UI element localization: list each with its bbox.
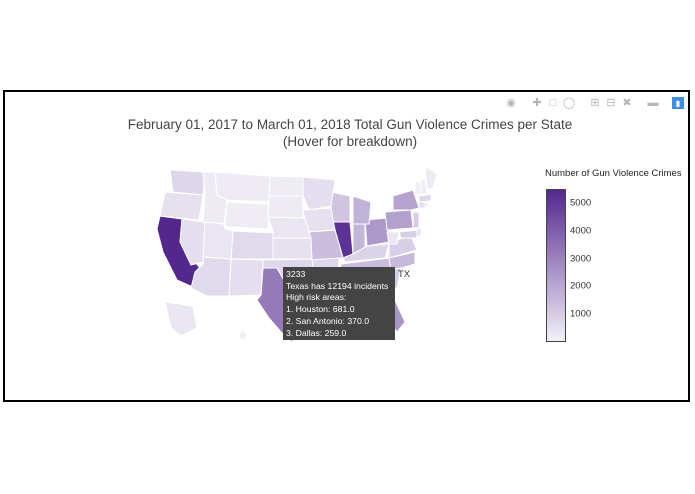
colorbar-tick-label: 5000: [570, 197, 592, 209]
tooltip-value: 3233: [286, 269, 306, 279]
hover-tooltip: 3233 Texas has 12194 incidents High risk…: [283, 267, 395, 340]
state-nm[interactable]: [228, 258, 264, 297]
camera-icon[interactable]: ◉: [506, 96, 516, 109]
state-wa[interactable]: [169, 169, 206, 196]
state-ma[interactable]: [418, 193, 432, 203]
state-mt[interactable]: [214, 171, 271, 203]
state-pa[interactable]: [384, 209, 414, 231]
state-co[interactable]: [230, 230, 274, 260]
plotly-logo-icon[interactable]: ▮: [672, 97, 684, 109]
zoom-in-icon[interactable]: ⊞: [590, 96, 600, 109]
state-wy[interactable]: [224, 201, 270, 230]
state-ny[interactable]: [392, 189, 420, 211]
state-or[interactable]: [159, 191, 204, 221]
state-ri[interactable]: [424, 201, 429, 208]
state-vt[interactable]: [414, 181, 422, 195]
pan-icon[interactable]: ✚: [532, 96, 542, 109]
tooltip-line: 3. Dallas: 259.0: [286, 327, 347, 338]
chart-subtitle: (Hover for breakdown): [282, 134, 418, 149]
lasso-icon[interactable]: ◯: [562, 96, 576, 109]
tooltip-line: High risk areas:: [286, 292, 347, 303]
state-nh[interactable]: [420, 179, 428, 195]
autoscale-icon[interactable]: ✖: [622, 96, 632, 109]
state-nd[interactable]: [268, 175, 304, 197]
state-mn[interactable]: [302, 176, 336, 211]
state-ct[interactable]: [418, 201, 426, 209]
plot-container: ◉ ✚ □ ◯ ⊞ ⊟ ✖ ▬ ▮ February 01, 2017 to M…: [3, 90, 690, 402]
state-sd[interactable]: [267, 195, 304, 219]
colorbar: [546, 189, 566, 342]
state-ak[interactable]: [164, 301, 198, 337]
chart-title: February 01, 2017 to March 01, 2018 Tota…: [127, 117, 573, 132]
state-de[interactable]: [416, 227, 422, 237]
state-ks[interactable]: [272, 237, 313, 260]
tooltip-line: 1. Houston: 681.0: [286, 304, 355, 315]
colorbar-tick-label: 1000: [570, 308, 592, 320]
state-md[interactable]: [398, 229, 418, 239]
state-nj[interactable]: [412, 211, 420, 229]
colorbar-tick-label: 3000: [570, 253, 592, 265]
state-wi[interactable]: [330, 191, 351, 223]
state-hi[interactable]: [238, 329, 248, 341]
state-mi[interactable]: [352, 195, 372, 225]
hover-state-label: TX: [398, 269, 411, 280]
zoom-out-icon[interactable]: ⊟: [606, 96, 616, 109]
state-nv[interactable]: [179, 218, 206, 266]
tooltip-line: Texas has 12194 incidents: [286, 280, 389, 291]
colorbar-title: Number of Gun Violence Crimes: [545, 168, 682, 179]
state-wv[interactable]: [386, 231, 400, 245]
hover-closest-icon[interactable]: ▬: [647, 96, 659, 109]
state-ne[interactable]: [267, 216, 312, 239]
colorbar-tick-label: 2000: [570, 280, 592, 292]
us-map: [156, 165, 438, 343]
box-select-icon[interactable]: □: [549, 96, 557, 109]
tooltip-line: 2. San Antonio: 370.0: [286, 315, 370, 326]
colorbar-tick-label: 4000: [570, 225, 592, 237]
modebar: ◉ ✚ □ ◯ ⊞ ⊟ ✖ ▬ ▮: [504, 96, 684, 110]
